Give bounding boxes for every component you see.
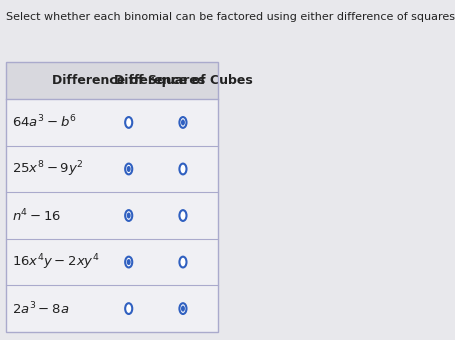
Circle shape [126,166,131,172]
Text: $25x^8 - 9y^2$: $25x^8 - 9y^2$ [12,159,84,179]
Text: $16x^4y - 2xy^4$: $16x^4y - 2xy^4$ [12,252,100,272]
Circle shape [125,164,132,174]
Bar [6,62,218,332]
Text: $2a^3 - 8a$: $2a^3 - 8a$ [12,300,70,317]
Bar [6,62,218,99]
Circle shape [126,259,131,265]
Text: Difference of Squares: Difference of Squares [52,74,205,87]
Circle shape [179,257,186,268]
Text: $64a^3 - b^6$: $64a^3 - b^6$ [12,114,77,131]
Circle shape [125,303,132,314]
Circle shape [181,119,185,125]
Circle shape [179,210,186,221]
Circle shape [179,303,186,314]
Circle shape [125,210,132,221]
Circle shape [125,257,132,268]
Circle shape [126,212,131,219]
Text: Select whether each binomial can be factored using either difference of squares : Select whether each binomial can be fact… [6,12,455,21]
Circle shape [179,117,186,128]
Bar [6,62,218,332]
Text: Difference of Cubes: Difference of Cubes [113,74,252,87]
Text: $n^4 - 16$: $n^4 - 16$ [12,207,62,224]
Circle shape [181,306,185,312]
Circle shape [125,117,132,128]
Circle shape [179,164,186,174]
